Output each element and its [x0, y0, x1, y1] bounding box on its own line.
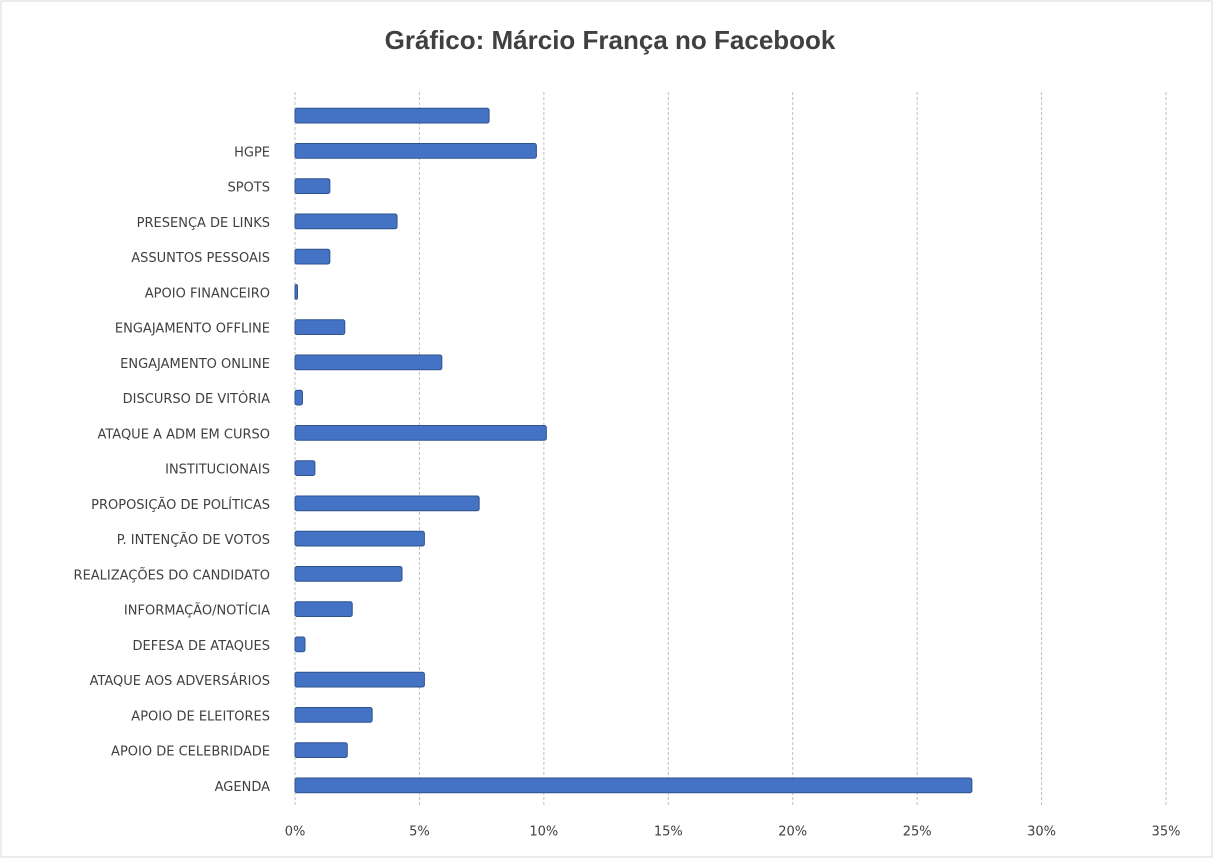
bar — [294, 107, 490, 124]
bar — [294, 319, 346, 336]
x-tick-label: 25% — [903, 825, 932, 840]
x-tick-label: 35% — [1152, 825, 1181, 840]
bar — [294, 424, 547, 441]
bar — [294, 213, 398, 230]
bar — [294, 142, 537, 159]
bar — [294, 248, 331, 265]
y-tick-label: PRESENÇA DE LINKS — [137, 216, 270, 231]
bar — [294, 742, 348, 759]
bar — [294, 354, 443, 371]
x-tick-label: 5% — [409, 825, 430, 840]
bar — [294, 495, 480, 512]
y-tick-label: ENGAJAMENTO ONLINE — [120, 357, 270, 372]
y-tick-label: APOIO DE ELEITORES — [131, 709, 270, 724]
y-tick-label: ATAQUE AOS ADVERSÁRIOS — [90, 673, 270, 689]
x-tick-label: 10% — [529, 825, 558, 840]
y-tick-label: ATAQUE A ADM EM CURSO — [97, 427, 270, 442]
bar — [294, 671, 425, 688]
bar — [294, 777, 973, 794]
y-tick-label: DISCURSO DE VITÓRIA — [123, 391, 270, 407]
bar — [294, 601, 353, 618]
bar — [294, 565, 403, 582]
x-tick-label: 20% — [778, 825, 807, 840]
y-tick-label: INFORMAÇÃO/NOTÍCIA — [124, 603, 270, 619]
chart-title: Gráfico: Márcio França no Facebook — [385, 25, 836, 55]
y-tick-label: P. INTENÇÃO DE VOTOS — [117, 532, 270, 548]
y-tick-label: HGPE — [234, 145, 270, 160]
bar — [294, 460, 316, 477]
y-tick-label: SPOTS — [227, 181, 270, 196]
y-tick-label: ASSUNTOS PESSOAIS — [131, 251, 270, 266]
bar — [294, 283, 298, 300]
bar — [294, 178, 331, 195]
bar — [294, 389, 303, 406]
x-tick-label: 0% — [285, 825, 306, 840]
y-tick-label: ENGAJAMENTO OFFLINE — [115, 322, 270, 337]
y-tick-label: AGENDA — [215, 780, 270, 795]
y-tick-label: DEFESA DE ATAQUES — [133, 639, 270, 654]
x-tick-label: 30% — [1027, 825, 1056, 840]
x-tick-label: 15% — [654, 825, 683, 840]
y-tick-label: APOIO DE CELEBRIDADE — [111, 745, 270, 760]
bar — [294, 636, 306, 653]
y-tick-label: INSTITUCIONAIS — [165, 463, 270, 478]
bar — [294, 706, 373, 723]
y-tick-label: REALIZAÇÕES DO CANDIDATO — [74, 567, 270, 583]
y-tick-label: APOIO FINANCEIRO — [145, 286, 270, 301]
y-tick-label: PROPOSIÇÃO DE POLÍTICAS — [91, 497, 270, 513]
bar — [294, 530, 425, 547]
